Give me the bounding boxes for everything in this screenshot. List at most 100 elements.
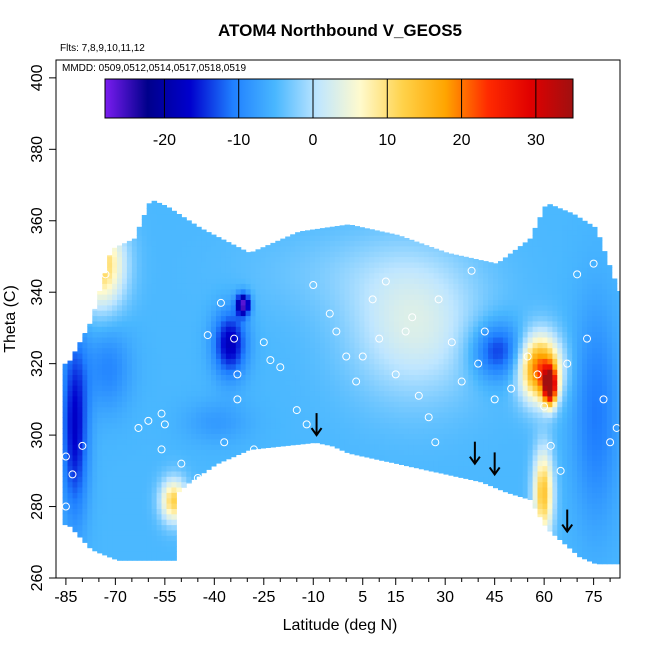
heatmap-cell xyxy=(112,422,118,429)
heatmap-cell xyxy=(567,235,573,241)
heatmap-cell xyxy=(270,379,276,386)
heatmap-cell xyxy=(112,540,118,547)
heatmap-cell xyxy=(141,342,148,349)
heatmap-cell xyxy=(517,336,524,343)
heatmap-cell xyxy=(265,336,271,343)
heatmap-cell xyxy=(206,347,212,354)
heatmap-cell xyxy=(473,401,479,408)
heatmap-cell xyxy=(512,294,519,300)
heatmap-cell xyxy=(512,411,519,418)
heatmap-cell xyxy=(191,261,197,268)
heatmap-cell xyxy=(131,411,138,418)
heatmap-cell xyxy=(394,417,400,424)
heatmap-cell xyxy=(567,326,573,333)
heatmap-cell xyxy=(527,401,534,408)
heatmap-cell xyxy=(493,385,499,392)
heatmap-cell xyxy=(364,385,370,392)
heatmap-cell xyxy=(290,315,296,322)
heatmap-cell xyxy=(265,438,271,445)
heatmap-cell xyxy=(389,240,395,247)
heatmap-cell xyxy=(438,331,445,338)
heatmap-cell xyxy=(107,535,113,542)
heatmap-cell xyxy=(117,497,123,504)
heatmap-cell xyxy=(483,288,489,295)
heatmap-cell xyxy=(527,460,534,467)
heatmap-cell xyxy=(146,363,153,370)
heatmap-cell xyxy=(473,465,479,472)
heatmap-cell xyxy=(364,310,370,317)
heatmap-cell xyxy=(211,406,217,413)
heatmap-cell xyxy=(260,267,266,274)
heatmap-cell xyxy=(87,454,93,461)
heatmap-cell xyxy=(532,486,539,493)
heatmap-cell xyxy=(141,240,148,247)
heatmap-cell xyxy=(290,352,296,359)
heatmap-cell xyxy=(384,379,390,386)
heatmap-cell xyxy=(245,294,252,300)
heatmap-cell xyxy=(557,476,563,483)
heatmap-cell xyxy=(235,251,242,258)
heatmap-cell xyxy=(131,277,138,284)
heatmap-cell xyxy=(374,288,380,295)
heatmap-cell xyxy=(319,299,326,306)
heatmap-cell xyxy=(463,385,469,392)
heatmap-cell xyxy=(314,385,321,392)
heatmap-cell xyxy=(62,492,69,499)
heatmap-cell xyxy=(512,444,519,450)
heatmap-cell xyxy=(186,401,192,408)
heatmap-cell xyxy=(126,320,133,327)
heatmap-cell xyxy=(186,342,192,349)
heatmap-cell xyxy=(359,310,365,317)
heatmap-cell xyxy=(354,245,360,252)
heatmap-cell xyxy=(151,395,158,402)
heatmap-cell xyxy=(260,433,266,440)
heatmap-cell xyxy=(216,438,222,445)
heatmap-cell xyxy=(443,460,449,467)
heatmap-cell xyxy=(275,422,281,429)
heatmap-cell xyxy=(166,272,172,279)
heatmap-cell xyxy=(156,390,163,397)
heatmap-cell xyxy=(473,444,479,450)
heatmap-cell xyxy=(354,401,360,408)
heatmap-cell xyxy=(453,374,459,381)
heatmap-cell xyxy=(92,545,98,552)
heatmap-cell xyxy=(290,320,296,327)
heatmap-cell xyxy=(552,401,558,408)
heatmap-cell xyxy=(122,261,128,268)
heatmap-cell xyxy=(379,310,385,317)
heatmap-cell xyxy=(161,224,167,231)
heatmap-cell xyxy=(532,476,539,483)
heatmap-cell xyxy=(542,256,548,263)
heatmap-cell xyxy=(354,406,360,413)
heatmap-cell xyxy=(255,342,261,349)
heatmap-cell xyxy=(413,283,420,290)
heatmap-cell xyxy=(458,358,464,365)
heatmap-cell xyxy=(582,476,588,483)
heatmap-cell xyxy=(339,417,346,424)
heatmap-cell xyxy=(230,438,237,445)
heatmap-cell xyxy=(552,374,558,381)
heatmap-cell xyxy=(225,310,232,317)
heatmap-cell xyxy=(473,433,479,440)
heatmap-cell xyxy=(265,331,271,338)
heatmap-cell xyxy=(498,433,504,440)
heatmap-cell xyxy=(136,524,143,531)
heatmap-cell xyxy=(216,288,222,295)
heatmap-cell xyxy=(453,342,459,349)
heatmap-cell xyxy=(324,299,331,306)
heatmap-cell xyxy=(136,486,143,493)
heatmap-cell xyxy=(270,385,276,392)
heatmap-cell xyxy=(131,358,138,365)
heatmap-cell xyxy=(126,524,133,531)
heatmap-cell xyxy=(255,422,261,429)
heatmap-cell xyxy=(216,261,222,268)
heatmap-cell xyxy=(567,342,573,349)
heatmap-cell xyxy=(344,235,351,241)
heatmap-cell xyxy=(433,347,440,354)
heatmap-cell xyxy=(443,331,449,338)
heatmap-cell xyxy=(557,331,563,338)
heatmap-cell xyxy=(117,481,123,488)
heatmap-cell xyxy=(146,444,153,450)
heatmap-cell xyxy=(379,433,385,440)
heatmap-cell xyxy=(225,267,232,274)
